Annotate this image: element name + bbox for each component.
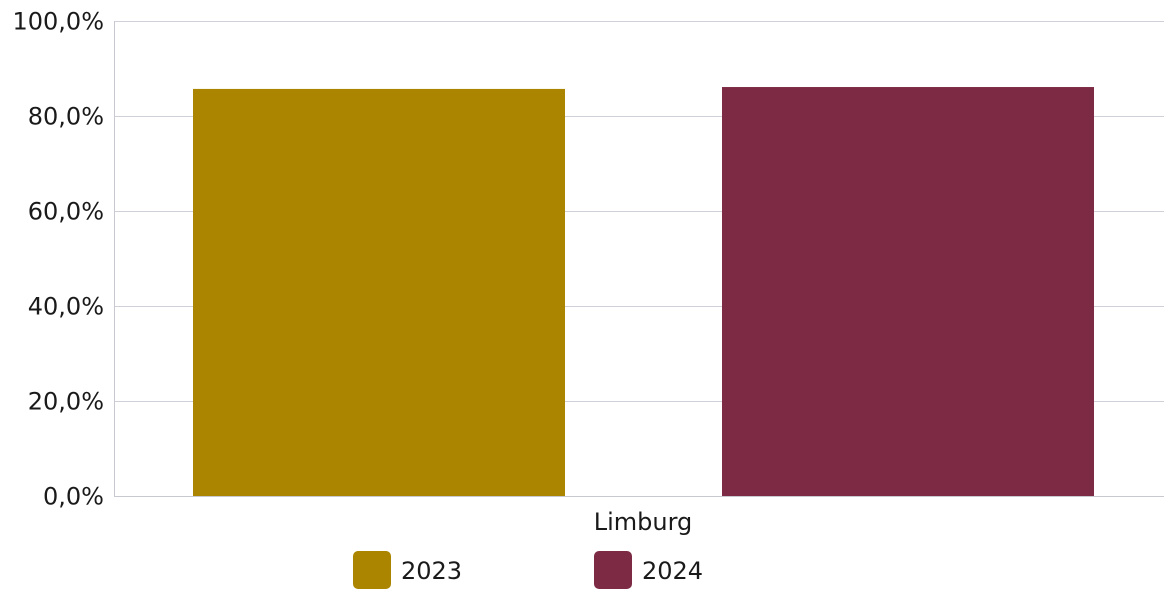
bar-2024 bbox=[722, 87, 1094, 497]
y-tick-label: 0,0% bbox=[43, 483, 104, 511]
legend-label-2024: 2024 bbox=[642, 557, 703, 585]
y-axis-tick-labels: 0,0% 20,0% 40,0% 60,0% 80,0% 100,0% bbox=[12, 8, 104, 511]
x-category-label: Limburg bbox=[594, 508, 693, 536]
legend-swatch-2024 bbox=[594, 551, 632, 589]
legend-label-2023: 2023 bbox=[401, 557, 462, 585]
y-tick-label: 60,0% bbox=[28, 198, 104, 226]
y-tick-label: 80,0% bbox=[28, 103, 104, 131]
bar-2023 bbox=[193, 88, 565, 497]
legend-swatch-2023 bbox=[353, 551, 391, 589]
y-tick-label: 100,0% bbox=[12, 8, 104, 36]
bars bbox=[193, 87, 1094, 497]
y-tick-label: 40,0% bbox=[28, 293, 104, 321]
legend: 2023 2024 bbox=[353, 551, 703, 589]
y-tick-label: 20,0% bbox=[28, 388, 104, 416]
